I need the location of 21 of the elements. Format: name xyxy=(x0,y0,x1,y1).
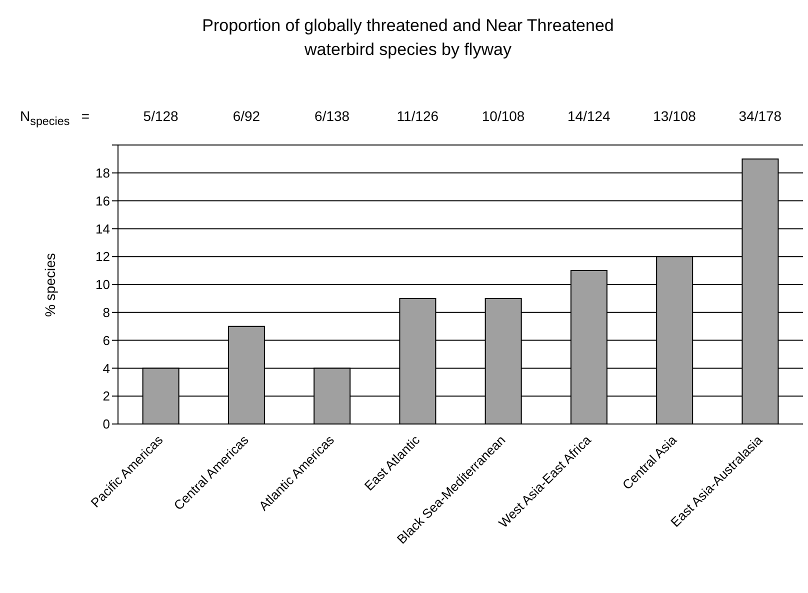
y-tick-label: 0 xyxy=(102,416,110,432)
text: N$_{species}$ = xyxy=(20,108,90,128)
y-tick-label: 6 xyxy=(102,332,110,348)
y-axis-title: % species xyxy=(42,253,58,317)
y-tick-label: 10 xyxy=(96,277,110,292)
y-tick-label: 2 xyxy=(102,388,110,404)
text: 5/128 xyxy=(143,108,178,124)
y-tick-label: 12 xyxy=(96,249,110,264)
text: 10/108 xyxy=(482,108,525,124)
y-tick-label: 4 xyxy=(102,360,110,376)
y-tick-label: 18 xyxy=(96,166,110,181)
text: 11/126 xyxy=(396,108,439,124)
chart-title: Proportion of globally threatened and Near Threatened waterbird species by flyway xyxy=(201,15,615,61)
text: 6/92 xyxy=(232,108,260,124)
y-tick-label: 8 xyxy=(102,305,110,320)
text: 13/108 xyxy=(653,108,696,124)
text: 34/178 xyxy=(738,108,782,124)
text: 14/124 xyxy=(568,108,610,124)
y-tick-label: 14 xyxy=(96,221,110,236)
text: 6/138 xyxy=(314,108,350,124)
y-tick-label: 16 xyxy=(96,193,110,208)
